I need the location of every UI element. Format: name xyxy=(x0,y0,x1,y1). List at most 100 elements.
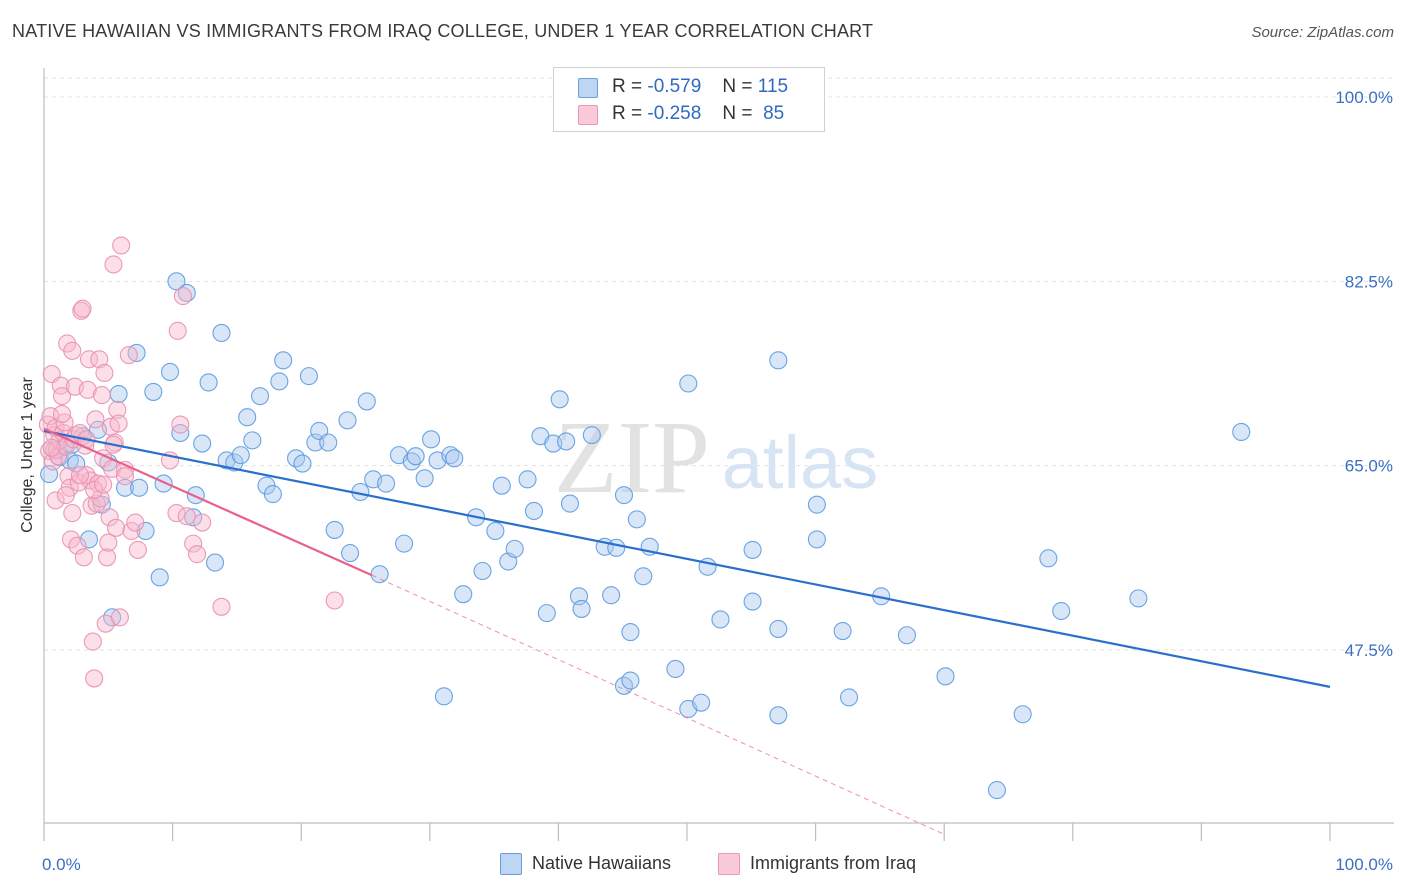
point-native-hawaiian xyxy=(769,351,788,370)
point-iraq xyxy=(97,548,117,567)
point-iraq xyxy=(119,346,138,365)
point-iraq xyxy=(115,467,135,486)
point-iraq xyxy=(56,486,75,505)
point-native-hawaiian xyxy=(406,447,425,466)
point-native-hawaiian xyxy=(560,494,580,513)
legend-swatch-blue xyxy=(578,78,598,98)
point-iraq xyxy=(212,597,231,616)
point-native-hawaiian xyxy=(1039,549,1058,568)
point-iraq xyxy=(85,480,104,499)
point-native-hawaiian xyxy=(263,485,282,504)
point-native-hawaiian xyxy=(473,561,492,581)
point-iraq xyxy=(42,438,61,457)
point-native-hawaiian xyxy=(614,486,634,505)
trend-line-iraq xyxy=(43,427,373,577)
point-iraq xyxy=(109,414,128,433)
point-iraq xyxy=(73,299,92,318)
x-tick-label-min: 0.0% xyxy=(42,855,81,874)
watermark-atlas: atlas xyxy=(722,421,878,504)
point-native-hawaiian xyxy=(225,453,244,472)
point-native-hawaiian xyxy=(557,432,576,451)
point-native-hawaiian xyxy=(338,411,357,430)
point-native-hawaiian xyxy=(1013,705,1032,724)
point-iraq xyxy=(126,513,145,532)
legend-n-value: 115 xyxy=(757,76,789,97)
point-native-hawaiian xyxy=(602,586,621,605)
point-native-hawaiian xyxy=(1052,601,1071,621)
y-tick-label: 47.5% xyxy=(1345,641,1393,660)
point-native-hawaiian xyxy=(627,510,646,529)
point-iraq xyxy=(43,452,63,471)
point-native-hawaiian xyxy=(692,693,711,712)
point-native-hawaiian xyxy=(897,626,916,645)
chart-title: NATIVE HAWAIIAN VS IMMIGRANTS FROM IRAQ … xyxy=(12,21,874,41)
point-native-hawaiian xyxy=(184,508,203,527)
point-iraq xyxy=(79,350,99,369)
point-iraq xyxy=(83,632,102,651)
point-native-hawaiian xyxy=(325,520,344,539)
point-native-hawaiian xyxy=(415,469,434,488)
point-native-hawaiian xyxy=(150,568,169,587)
point-iraq xyxy=(46,491,65,510)
point-native-hawaiian xyxy=(550,390,569,409)
series-native-hawaiians xyxy=(40,272,1251,800)
point-iraq xyxy=(90,350,109,369)
point-iraq xyxy=(177,507,196,526)
point-iraq xyxy=(193,513,212,532)
y-tick-label: 82.5% xyxy=(1345,272,1393,291)
trend-extension-iraq xyxy=(371,574,945,835)
y-tick-label: 100.0% xyxy=(1335,88,1393,107)
point-native-hawaiian xyxy=(377,474,396,493)
point-iraq xyxy=(74,548,93,567)
legend-n-label: N = xyxy=(722,76,753,97)
point-native-hawaiian xyxy=(212,323,231,342)
point-iraq xyxy=(52,387,72,406)
point-native-hawaiian xyxy=(634,567,653,586)
point-iraq xyxy=(63,341,82,360)
point-native-hawaiian xyxy=(454,585,473,604)
legend-r-value: -0.258 xyxy=(647,103,702,124)
point-native-hawaiian xyxy=(299,367,318,386)
point-native-hawaiian xyxy=(582,426,601,445)
point-native-hawaiian xyxy=(743,592,762,611)
point-iraq xyxy=(325,591,344,610)
point-native-hawaiian xyxy=(231,446,250,465)
point-iraq xyxy=(69,473,88,492)
point-iraq xyxy=(92,386,111,405)
series-iraq xyxy=(38,236,344,688)
point-native-hawaiian xyxy=(711,610,730,629)
point-iraq xyxy=(99,533,118,552)
watermark: ZIP atlas xyxy=(554,400,878,515)
x-tick-labels: 0.0% 100.0% xyxy=(42,855,1393,874)
y-axis-label: College, Under 1 year xyxy=(19,377,36,533)
point-native-hawaiian xyxy=(250,387,270,406)
data-points xyxy=(38,236,1251,800)
point-iraq xyxy=(78,380,97,399)
point-native-hawaiian xyxy=(769,706,788,725)
point-iraq xyxy=(68,536,87,555)
point-iraq xyxy=(100,508,119,527)
y-tick-labels: 47.5% 65.0% 82.5% 100.0% xyxy=(1335,88,1393,660)
point-native-hawaiian xyxy=(572,599,591,618)
point-iraq xyxy=(70,466,90,485)
point-iraq xyxy=(171,415,190,434)
point-native-hawaiian xyxy=(395,534,414,553)
point-iraq xyxy=(94,475,113,494)
point-iraq xyxy=(95,363,114,383)
point-native-hawaiian xyxy=(370,565,389,584)
point-iraq xyxy=(128,540,147,559)
point-native-hawaiian xyxy=(537,604,556,623)
point-native-hawaiian xyxy=(154,474,173,493)
point-native-hawaiian xyxy=(833,621,852,641)
point-native-hawaiian xyxy=(486,521,505,541)
point-native-hawaiian xyxy=(936,667,955,686)
point-native-hawaiian xyxy=(807,495,826,514)
point-native-hawaiian xyxy=(130,478,149,497)
point-native-hawaiian xyxy=(1129,589,1148,608)
point-native-hawaiian xyxy=(1232,422,1251,442)
point-native-hawaiian xyxy=(607,538,626,557)
point-iraq xyxy=(168,321,187,340)
point-iraq xyxy=(85,669,104,688)
point-iraq xyxy=(167,504,186,523)
point-native-hawaiian xyxy=(199,373,218,392)
